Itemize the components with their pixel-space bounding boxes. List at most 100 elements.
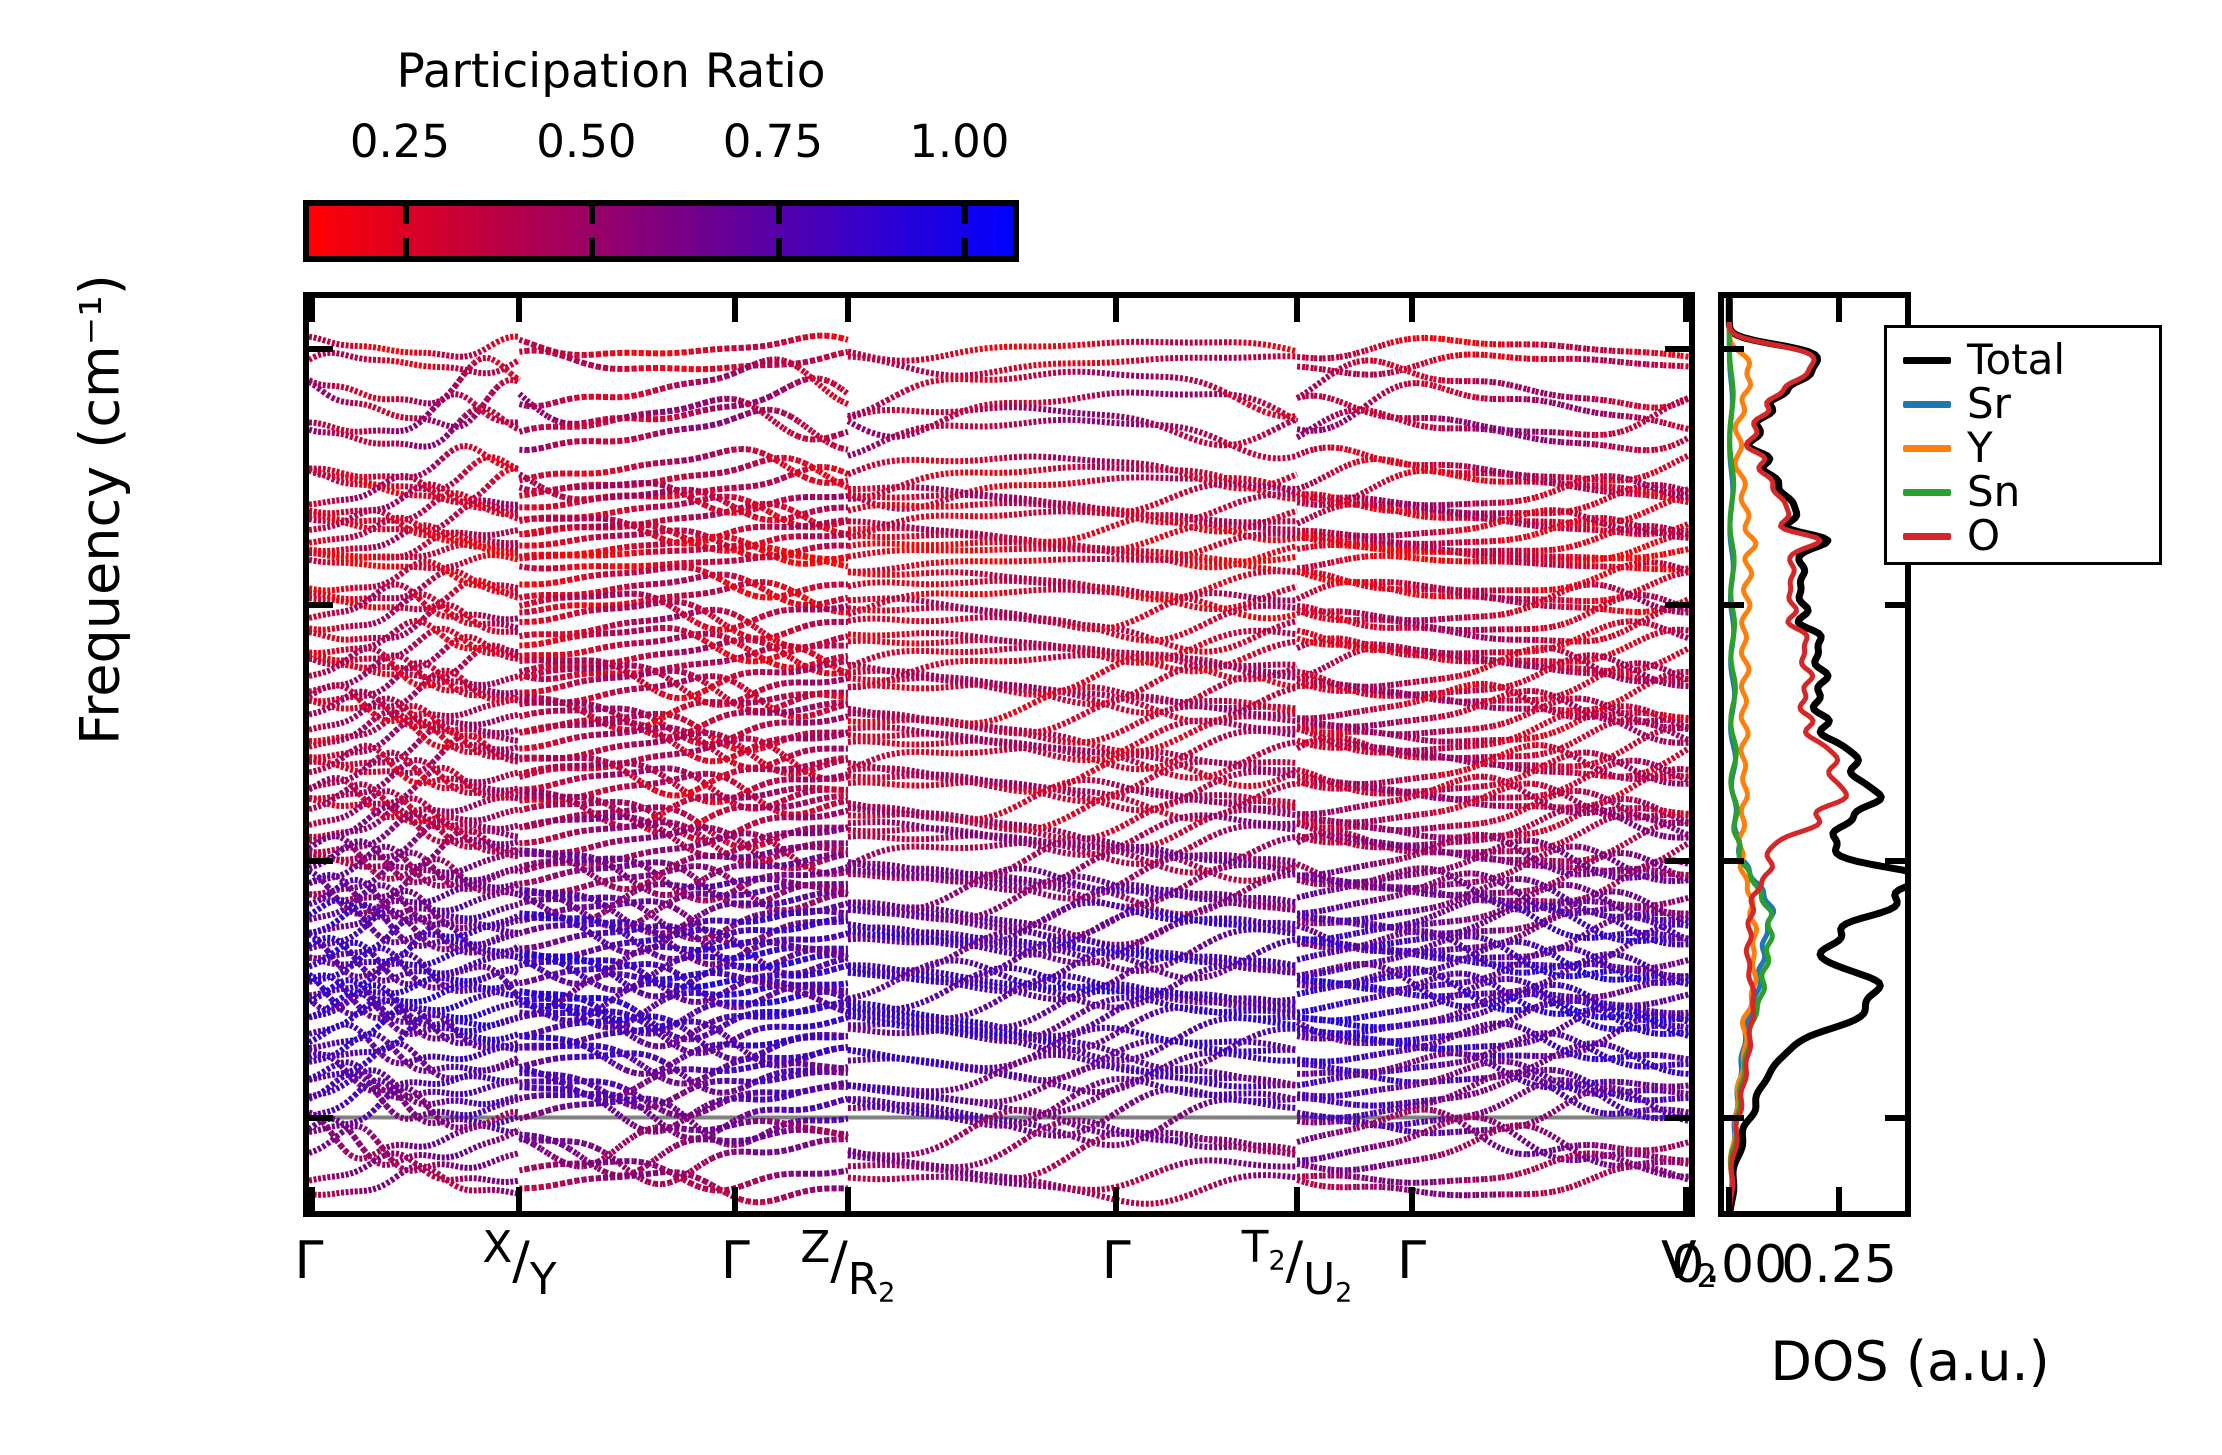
phonon-band-segment	[1390, 547, 1400, 555]
phonon-band-segment	[1671, 422, 1682, 431]
phonon-band-segment	[381, 407, 388, 416]
phonon-band-segment	[1081, 622, 1093, 631]
phonon-band-segment	[1526, 559, 1536, 567]
phonon-band-segment	[1441, 335, 1451, 343]
phonon-band-segment	[984, 500, 995, 507]
phonon-band-segment	[726, 364, 734, 371]
phonon-band-segment	[344, 352, 351, 360]
phonon-band-segment	[761, 611, 771, 620]
phonon-band-segment	[803, 474, 814, 484]
phonon-band-segment	[1296, 568, 1307, 577]
phonon-band-segment	[1321, 414, 1333, 425]
phonon-band-segment	[1637, 360, 1647, 368]
phonon-band-segment	[915, 474, 927, 484]
phonon-band-segment	[385, 487, 393, 495]
phonon-band-segment	[514, 506, 521, 514]
phonon-band-segment	[313, 511, 319, 519]
phonon-band-segment	[439, 603, 449, 612]
phonon-band-segment	[1492, 467, 1503, 476]
phonon-band-segment	[435, 437, 444, 446]
phonon-band-segment	[1013, 535, 1025, 544]
phonon-band-segment	[1199, 521, 1210, 529]
phonon-band-segment	[1169, 422, 1181, 431]
phonon-band-segment	[326, 523, 333, 531]
phonon-band-segment	[1492, 611, 1502, 619]
phonon-band-segment	[554, 485, 563, 493]
phonon-band-segment	[457, 470, 467, 480]
phonon-band-segment	[1517, 533, 1528, 542]
phonon-band-segment	[1475, 340, 1485, 347]
phonon-band-segment	[1178, 628, 1191, 638]
phonon-band-segment	[1237, 533, 1249, 542]
phonon-band-segment	[867, 595, 878, 603]
phonon-band-segment	[326, 655, 333, 663]
phonon-band-segment	[477, 542, 484, 550]
phonon-band-segment	[654, 650, 663, 658]
phonon-band-segment	[974, 539, 985, 546]
phonon-band-segment	[590, 421, 599, 429]
phonon-band-segment	[1042, 406, 1054, 414]
phonon-band-segment	[647, 541, 656, 549]
phonon-band-segment	[561, 538, 570, 546]
phonon-band-segment	[1415, 512, 1426, 520]
phonon-band-segment	[811, 356, 820, 364]
phonon-band-segment	[561, 576, 570, 585]
phonon-band-segment	[1398, 336, 1409, 344]
phonon-band-segment	[1441, 377, 1451, 384]
phonon-band-segment	[505, 544, 511, 551]
phonon-band-segment	[654, 561, 663, 569]
phonon-band-segment	[682, 403, 692, 412]
phonon-band-segment	[604, 509, 613, 517]
phonon-band-segment	[847, 531, 858, 539]
phonon-band-segment	[1406, 368, 1418, 378]
phonon-band-segment	[335, 594, 342, 602]
phonon-band-segment	[385, 409, 393, 418]
phonon-band-segment	[597, 533, 606, 540]
phonon-band-segment	[935, 352, 947, 361]
phonon-band-segment	[825, 377, 835, 387]
phonon-band-segment	[856, 350, 869, 360]
phonon-band-segment	[1329, 366, 1342, 377]
phonon-band-segment	[619, 393, 627, 401]
phonon-band-segment	[761, 501, 771, 510]
phonon-band-segment	[363, 508, 370, 516]
phonon-band-segment	[1003, 421, 1015, 429]
phonon-band-segment	[1247, 481, 1259, 489]
phonon-band-segment	[496, 615, 502, 622]
phonon-band-segment	[1120, 508, 1132, 516]
phonon-band-segment	[1169, 512, 1181, 519]
phonon-band-segment	[726, 557, 734, 565]
phonon-band-segment	[481, 450, 490, 460]
phonon-band-segment	[1071, 394, 1083, 403]
phonon-band-segment	[876, 548, 888, 556]
phonon-band-segment	[363, 561, 369, 568]
phonon-band-segment	[611, 508, 620, 516]
phonon-band-segment	[640, 491, 649, 498]
phonon-band-segment	[761, 516, 770, 524]
phonon-band-segment	[1247, 632, 1260, 644]
phonon-band-segment	[418, 558, 425, 566]
phonon-band-segment	[1238, 592, 1249, 600]
phonon-band-segment	[782, 410, 793, 420]
phonon-band-segment	[1501, 609, 1511, 618]
phonon-band-segment	[1662, 596, 1674, 606]
phonon-band-segment	[445, 422, 452, 430]
phonon-band-segment	[335, 396, 342, 405]
phonon-band-segment	[326, 466, 333, 474]
phonon-band-segment	[1560, 343, 1571, 350]
phonon-band-segment	[876, 355, 888, 363]
phonon-band-segment	[1603, 527, 1613, 535]
phonon-band-segment	[747, 482, 756, 490]
phonon-band-segment	[633, 654, 642, 662]
phonon-band-segment	[1248, 339, 1259, 347]
phonon-band-segment	[994, 492, 1005, 500]
phonon-band-segment	[974, 606, 985, 614]
phonon-band-segment	[349, 495, 356, 503]
phonon-band-segment	[804, 508, 814, 517]
phonon-band-segment	[984, 571, 995, 579]
phonon-band-segment	[380, 614, 389, 623]
phonon-band-segment	[509, 615, 516, 623]
phonon-band-segment	[518, 401, 528, 409]
phonon-band-segment	[1111, 389, 1122, 397]
phonon-band-segment	[569, 438, 577, 446]
